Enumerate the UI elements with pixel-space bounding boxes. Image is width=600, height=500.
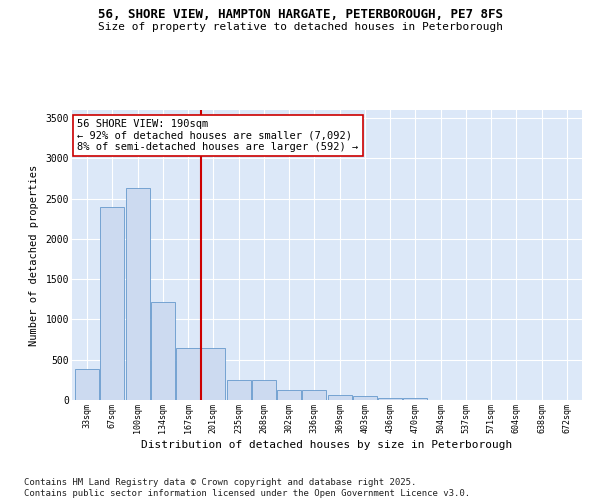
Text: Contains HM Land Registry data © Crown copyright and database right 2025.
Contai: Contains HM Land Registry data © Crown c… [24, 478, 470, 498]
Bar [277, 390, 301, 400]
X-axis label: Distribution of detached houses by size in Peterborough: Distribution of detached houses by size … [142, 440, 512, 450]
Y-axis label: Number of detached properties: Number of detached properties [29, 164, 39, 346]
Bar [328, 395, 352, 400]
Bar [125, 188, 149, 400]
Bar [302, 390, 326, 400]
Bar [202, 348, 226, 400]
Text: Size of property relative to detached houses in Peterborough: Size of property relative to detached ho… [97, 22, 503, 32]
Bar [403, 398, 427, 400]
Bar [252, 380, 276, 400]
Text: 56 SHORE VIEW: 190sqm
← 92% of detached houses are smaller (7,092)
8% of semi-de: 56 SHORE VIEW: 190sqm ← 92% of detached … [77, 118, 358, 152]
Bar [75, 368, 99, 400]
Bar [100, 208, 124, 400]
Bar [176, 348, 200, 400]
Text: 56, SHORE VIEW, HAMPTON HARGATE, PETERBOROUGH, PE7 8FS: 56, SHORE VIEW, HAMPTON HARGATE, PETERBO… [97, 8, 503, 20]
Bar [151, 302, 175, 400]
Bar [227, 380, 251, 400]
Bar [378, 398, 402, 400]
Bar [353, 396, 377, 400]
